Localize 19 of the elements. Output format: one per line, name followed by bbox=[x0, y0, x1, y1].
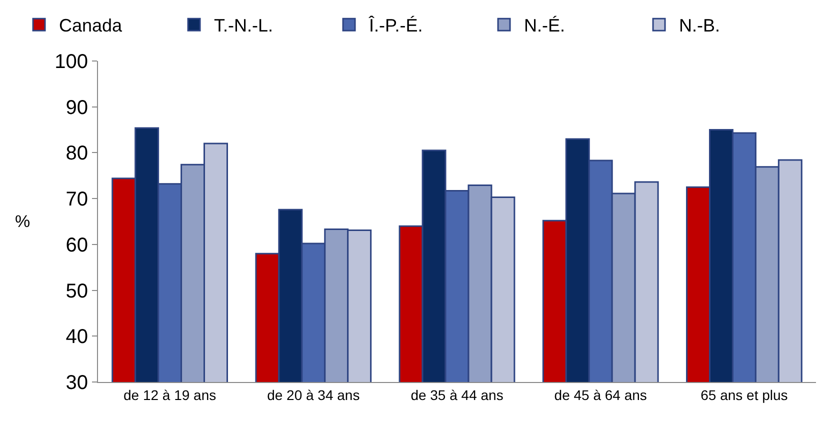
y-tick-label: 90 bbox=[66, 96, 88, 119]
x-tick-label: de 35 à 44 ans bbox=[410, 386, 504, 403]
y-axis-title: % bbox=[15, 212, 30, 231]
legend-label: T.-N.-L. bbox=[214, 16, 274, 36]
y-tick-label: 40 bbox=[66, 326, 88, 348]
x-tick-label: 65 ans et plus bbox=[700, 386, 788, 403]
y-tick-label: 100 bbox=[54, 51, 88, 73]
y-tick-label: 30 bbox=[66, 372, 88, 394]
x-tick-label: de 20 à 34 ans bbox=[267, 386, 360, 403]
x-tick-label: de 45 à 64 ans bbox=[554, 386, 647, 403]
legend-label: Î.-P.-É. bbox=[368, 16, 423, 36]
y-tick-label: 50 bbox=[66, 280, 88, 302]
y-tick-label: 70 bbox=[66, 188, 88, 211]
y-tick-label: 80 bbox=[66, 142, 88, 165]
legend-label: Canada bbox=[59, 16, 124, 36]
x-tick-label: de 12 à 19 ans bbox=[123, 386, 216, 403]
y-tick-label: 60 bbox=[66, 234, 88, 256]
legend-label: N.-B. bbox=[679, 16, 720, 36]
legend-label: N.-É. bbox=[524, 16, 566, 36]
